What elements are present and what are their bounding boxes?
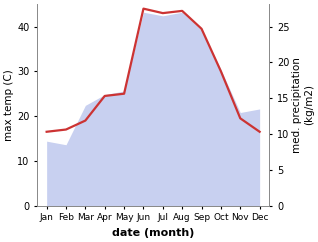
X-axis label: date (month): date (month)	[112, 228, 194, 238]
Y-axis label: max temp (C): max temp (C)	[4, 69, 14, 141]
Y-axis label: med. precipitation
(kg/m2): med. precipitation (kg/m2)	[292, 57, 314, 153]
